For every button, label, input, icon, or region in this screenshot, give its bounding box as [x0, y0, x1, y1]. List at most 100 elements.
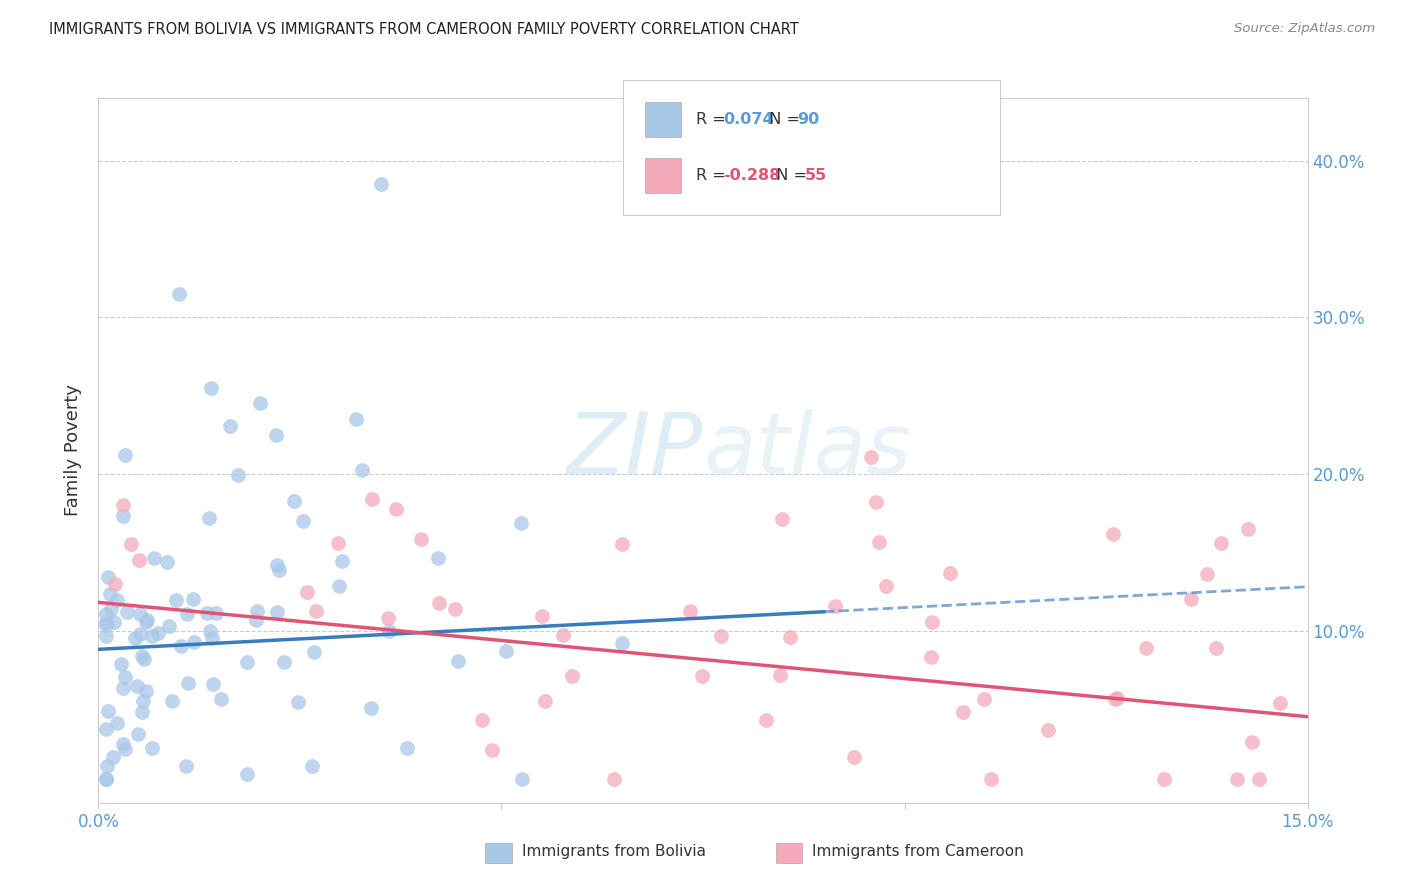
Point [132, 693, 155, 707]
Point [779, 630, 801, 644]
Point [1249, 772, 1271, 787]
Point [361, 491, 384, 506]
Point [377, 611, 399, 625]
Point [868, 534, 890, 549]
Point [124, 631, 146, 645]
Point [181, 591, 204, 606]
Point [125, 679, 148, 693]
Text: N =: N = [759, 112, 806, 127]
Point [167, 286, 190, 301]
Point [205, 606, 228, 620]
Point [973, 691, 995, 706]
Point [509, 516, 531, 530]
Point [444, 602, 467, 616]
Text: IMMIGRANTS FROM BOLIVIA VS IMMIGRANTS FROM CAMEROON FAMILY POVERTY CORRELATION C: IMMIGRANTS FROM BOLIVIA VS IMMIGRANTS FR… [49, 22, 799, 37]
Point [534, 693, 557, 707]
Point [447, 654, 470, 668]
Point [1209, 536, 1232, 550]
Point [1104, 692, 1126, 706]
Point [283, 493, 305, 508]
Point [326, 536, 349, 550]
Point [395, 740, 418, 755]
Point [131, 705, 153, 719]
Point [360, 700, 382, 714]
Point [100, 602, 122, 616]
Text: Immigrants from Cameroon: Immigrants from Cameroon [811, 845, 1024, 859]
Point [561, 669, 583, 683]
Point [844, 750, 866, 764]
Point [197, 511, 219, 525]
Point [481, 743, 503, 757]
Y-axis label: Family Poverty: Family Poverty [63, 384, 82, 516]
Point [551, 627, 574, 641]
Point [209, 692, 232, 706]
Point [344, 412, 367, 426]
Point [96, 759, 118, 773]
Point [267, 563, 290, 577]
Point [939, 566, 962, 580]
Text: 55: 55 [804, 168, 827, 183]
Point [297, 584, 319, 599]
Point [97, 705, 120, 719]
Point [160, 694, 183, 708]
Point [769, 667, 792, 681]
Point [174, 758, 197, 772]
Point [952, 705, 974, 719]
Point [1135, 640, 1157, 655]
Point [98, 587, 121, 601]
Point [141, 741, 163, 756]
Point [328, 579, 350, 593]
Point [370, 178, 392, 192]
Point [127, 727, 149, 741]
Point [141, 629, 163, 643]
Point [770, 511, 793, 525]
Point [824, 599, 846, 613]
Point [710, 629, 733, 643]
Point [860, 450, 883, 464]
Text: Immigrants from Bolivia: Immigrants from Bolivia [522, 845, 706, 859]
Text: N =: N = [766, 168, 813, 183]
Point [200, 381, 222, 395]
Point [105, 715, 128, 730]
Text: ZIP: ZIP [567, 409, 703, 492]
Point [352, 463, 374, 477]
Point [471, 714, 494, 728]
Point [427, 596, 450, 610]
Point [305, 604, 328, 618]
Point [245, 604, 267, 618]
Point [156, 555, 179, 569]
Point [330, 553, 353, 567]
Point [612, 537, 634, 551]
Point [980, 772, 1002, 787]
Point [96, 772, 118, 787]
Point [114, 670, 136, 684]
Point [177, 675, 200, 690]
Point [226, 467, 249, 482]
Point [136, 614, 159, 628]
Point [266, 606, 288, 620]
Point [135, 683, 157, 698]
Point [1205, 640, 1227, 655]
Point [875, 579, 897, 593]
Point [131, 649, 153, 664]
Point [117, 606, 139, 620]
Point [96, 629, 118, 643]
Point [1180, 592, 1202, 607]
Point [377, 624, 399, 638]
Point [142, 551, 165, 566]
Point [129, 607, 152, 622]
Point [195, 606, 218, 620]
Point [105, 592, 128, 607]
Point [612, 636, 634, 650]
Point [201, 677, 224, 691]
Point [103, 576, 125, 591]
Text: 90: 90 [797, 112, 820, 127]
Point [1101, 527, 1123, 541]
Text: Source: ZipAtlas.com: Source: ZipAtlas.com [1234, 22, 1375, 36]
Point [1237, 522, 1260, 536]
Point [287, 696, 309, 710]
Point [495, 644, 517, 658]
Point [157, 619, 180, 633]
Point [236, 655, 259, 669]
Point [114, 448, 136, 462]
